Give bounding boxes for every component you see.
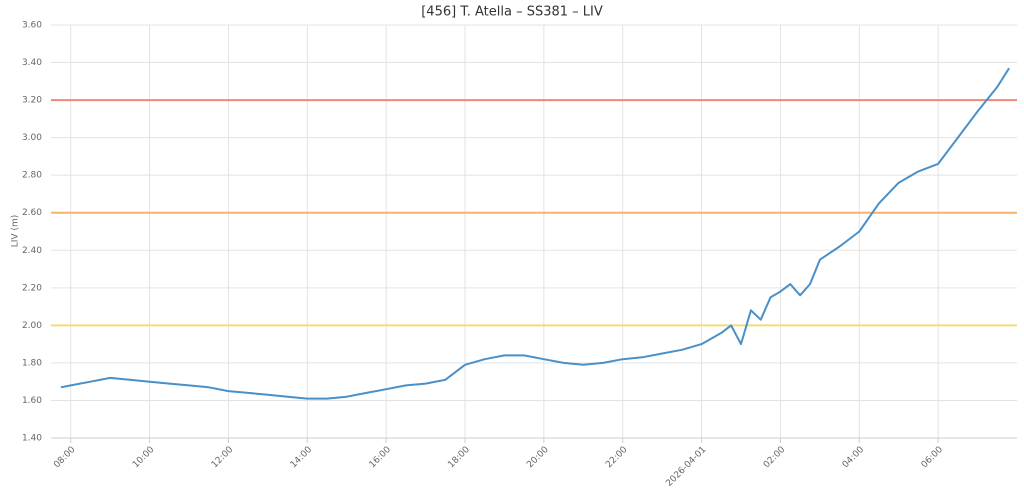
y-tick-label: 1.60 bbox=[22, 396, 42, 406]
y-tick-label: 2.00 bbox=[22, 321, 42, 331]
x-tick-label: 10:00 bbox=[131, 445, 157, 471]
x-tick-label: 08:00 bbox=[52, 445, 78, 471]
y-tick-label: 3.20 bbox=[22, 96, 42, 106]
y-tick-label: 2.40 bbox=[22, 246, 42, 256]
x-tick-label: 12:00 bbox=[210, 445, 236, 471]
y-tick-label: 1.80 bbox=[22, 358, 42, 368]
y-tick-label: 3.40 bbox=[22, 58, 42, 68]
x-tick-label: 2026-04-01 bbox=[664, 445, 708, 489]
y-tick-label: 2.20 bbox=[22, 283, 42, 293]
y-tick-label: 3.00 bbox=[22, 133, 42, 143]
x-tick-label: 18:00 bbox=[446, 445, 472, 471]
x-tick-label: 06:00 bbox=[920, 445, 946, 471]
x-tick-label: 20:00 bbox=[525, 445, 551, 471]
x-tick-label: 02:00 bbox=[762, 445, 788, 471]
x-tick-label: 14:00 bbox=[289, 445, 315, 471]
series-line bbox=[60, 67, 1010, 400]
y-axis-label: LIV (m) bbox=[11, 215, 21, 247]
chart-title: [456] T. Atella – SS381 – LIV bbox=[421, 5, 603, 20]
y-tick-label: 3.60 bbox=[22, 21, 42, 31]
x-tick-label: 04:00 bbox=[841, 445, 867, 471]
x-tick-label: 16:00 bbox=[368, 445, 394, 471]
y-tick-label: 2.80 bbox=[22, 171, 42, 181]
x-tick-label: 22:00 bbox=[604, 445, 630, 471]
y-tick-label: 2.60 bbox=[22, 208, 42, 218]
y-tick-label: 1.40 bbox=[22, 434, 42, 444]
